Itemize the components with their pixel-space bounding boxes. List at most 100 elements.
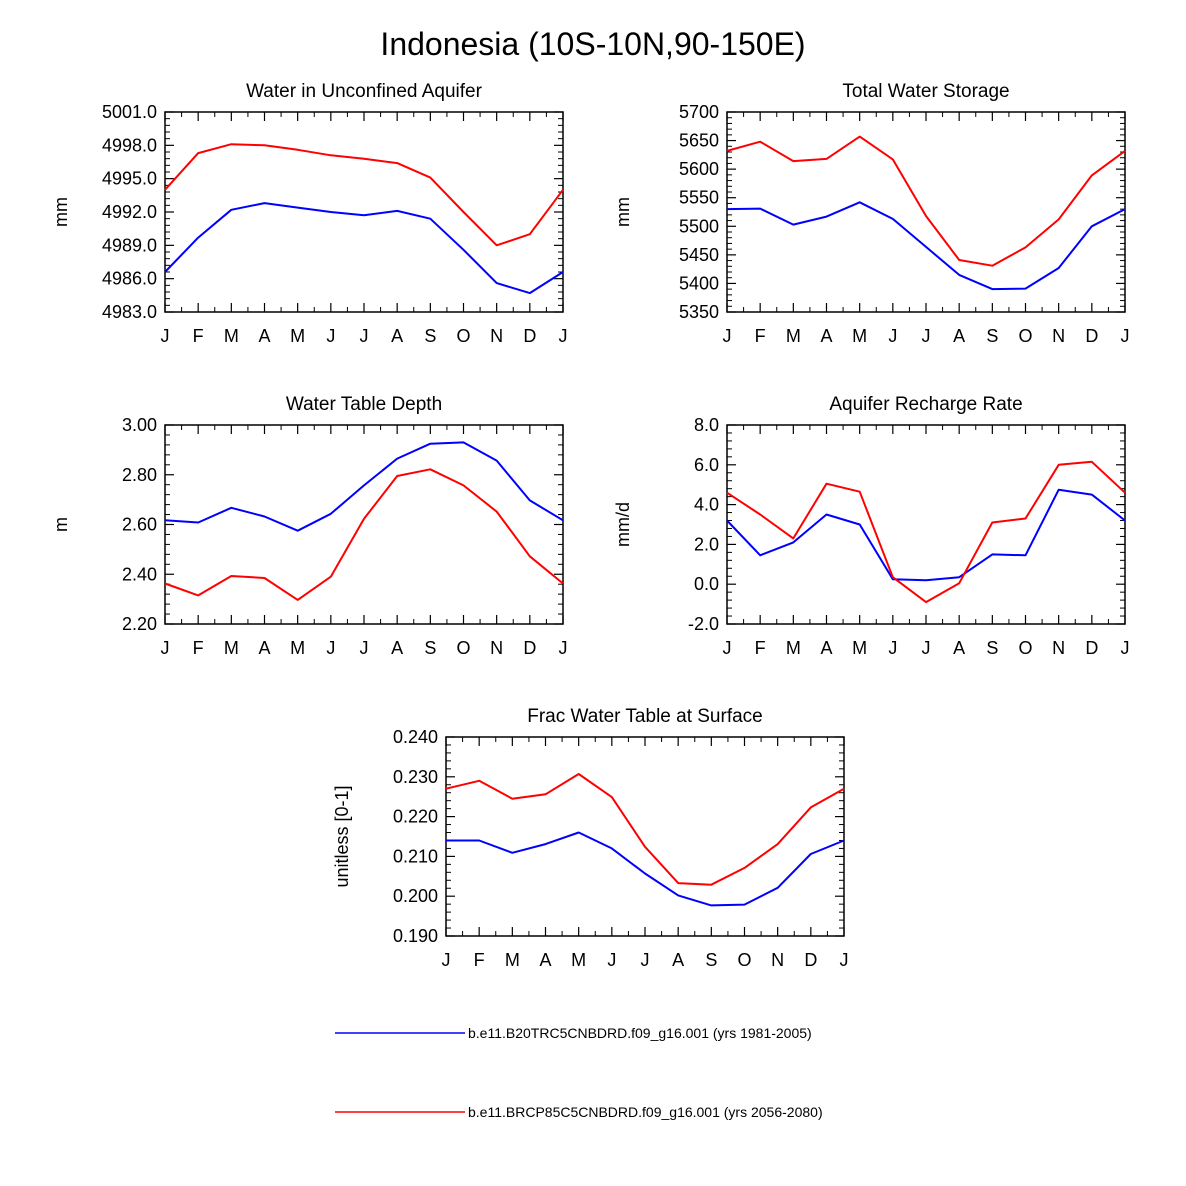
y-tick-label: 4989.0 (102, 235, 157, 255)
x-tick-label: J (442, 950, 451, 970)
x-tick-label: N (1052, 638, 1065, 658)
x-tick-label: J (723, 326, 732, 346)
x-tick-label: O (1018, 638, 1032, 658)
x-tick-label: M (786, 326, 801, 346)
y-tick-label: -2.0 (688, 614, 719, 634)
figure-title: Indonesia (10S-10N,90-150E) (380, 26, 806, 62)
x-tick-label: S (986, 638, 998, 658)
x-tick-label: M (290, 638, 305, 658)
x-tick-label: J (161, 326, 170, 346)
x-tick-label: J (360, 638, 369, 658)
x-tick-label: J (360, 326, 369, 346)
y-tick-label: 5450 (679, 245, 719, 265)
y-tick-label: 4983.0 (102, 302, 157, 322)
x-tick-label: A (953, 326, 965, 346)
x-tick-label: J (922, 638, 931, 658)
x-tick-label: F (755, 326, 766, 346)
x-tick-label: J (840, 950, 849, 970)
series-line-2 (164, 468, 564, 601)
y-tick-label: 2.80 (122, 465, 157, 485)
x-tick-label: F (755, 638, 766, 658)
x-tick-label: J (922, 326, 931, 346)
x-tick-label: J (161, 638, 170, 658)
panel-title: Water Table Depth (286, 394, 442, 415)
y-tick-label: 2.40 (122, 564, 157, 584)
y-tick-label: 2.0 (694, 534, 719, 554)
x-tick-label: N (490, 326, 503, 346)
y-tick-label: 4995.0 (102, 169, 157, 189)
x-tick-label: F (193, 326, 204, 346)
x-tick-label: J (888, 638, 897, 658)
plot-frame (164, 111, 564, 313)
x-tick-label: A (258, 326, 270, 346)
x-tick-label: M (224, 326, 239, 346)
x-tick-label: O (737, 950, 751, 970)
x-tick-label: N (771, 950, 784, 970)
legend-label: b.e11.B20TRC5CNBDRD.f09_g16.001 (yrs 198… (468, 1025, 812, 1041)
legend-entry-1: b.e11.B20TRC5CNBDRD.f09_g16.001 (yrs 198… (335, 1025, 812, 1041)
legend-label: b.e11.BRCP85C5CNBDRD.f09_g16.001 (yrs 20… (468, 1104, 823, 1120)
x-tick-label: J (888, 326, 897, 346)
series-line-1 (164, 441, 564, 532)
x-tick-label: O (456, 326, 470, 346)
x-tick-label: A (953, 638, 965, 658)
x-tick-label: S (424, 638, 436, 658)
x-tick-label: A (672, 950, 684, 970)
x-tick-label: A (258, 638, 270, 658)
x-tick-label: A (391, 638, 403, 658)
y-axis-label: mm/d (613, 502, 633, 547)
y-axis-label: mm (51, 197, 71, 227)
plot-frame (164, 424, 564, 625)
x-tick-label: O (456, 638, 470, 658)
y-tick-label: 6.0 (694, 455, 719, 475)
x-tick-label: N (1052, 326, 1065, 346)
x-tick-label: J (559, 638, 568, 658)
x-tick-label: F (193, 638, 204, 658)
y-tick-label: 0.240 (393, 727, 438, 747)
legend-entry-2: b.e11.BRCP85C5CNBDRD.f09_g16.001 (yrs 20… (335, 1104, 823, 1120)
x-tick-label: A (539, 950, 551, 970)
y-axis-label: m (51, 517, 71, 532)
y-tick-label: 4.0 (694, 495, 719, 515)
series-line-1 (164, 202, 564, 295)
x-tick-label: S (424, 326, 436, 346)
x-tick-label: A (820, 638, 832, 658)
y-tick-label: 0.190 (393, 926, 438, 946)
x-tick-label: J (1121, 638, 1130, 658)
x-tick-label: S (986, 326, 998, 346)
series-line-1 (726, 201, 1126, 291)
y-tick-label: 5400 (679, 273, 719, 293)
y-tick-label: 5600 (679, 159, 719, 179)
y-tick-label: 2.20 (122, 614, 157, 634)
x-tick-label: M (852, 326, 867, 346)
series-line-2 (164, 143, 564, 247)
panel-title: Water in Unconfined Aquifer (246, 81, 483, 102)
y-axis-label: unitless [0-1] (332, 785, 352, 887)
y-tick-label: 0.220 (393, 807, 438, 827)
y-tick-label: 0.0 (694, 574, 719, 594)
x-tick-label: O (1018, 326, 1032, 346)
series-line-1 (446, 831, 845, 907)
x-tick-label: J (559, 326, 568, 346)
y-axis-label: mm (613, 197, 633, 227)
y-tick-label: 2.60 (122, 515, 157, 535)
x-tick-label: N (490, 638, 503, 658)
x-tick-label: M (571, 950, 586, 970)
y-tick-label: 0.210 (393, 846, 438, 866)
y-tick-label: 5550 (679, 188, 719, 208)
series-line-1 (726, 488, 1126, 582)
x-tick-label: A (391, 326, 403, 346)
y-tick-label: 5001.0 (102, 102, 157, 122)
x-tick-label: J (326, 638, 335, 658)
series-line-2 (726, 460, 1126, 604)
y-tick-label: 4998.0 (102, 135, 157, 155)
y-tick-label: 4986.0 (102, 269, 157, 289)
y-tick-label: 5500 (679, 216, 719, 236)
x-tick-label: D (1085, 326, 1098, 346)
y-tick-label: 3.00 (122, 415, 157, 435)
